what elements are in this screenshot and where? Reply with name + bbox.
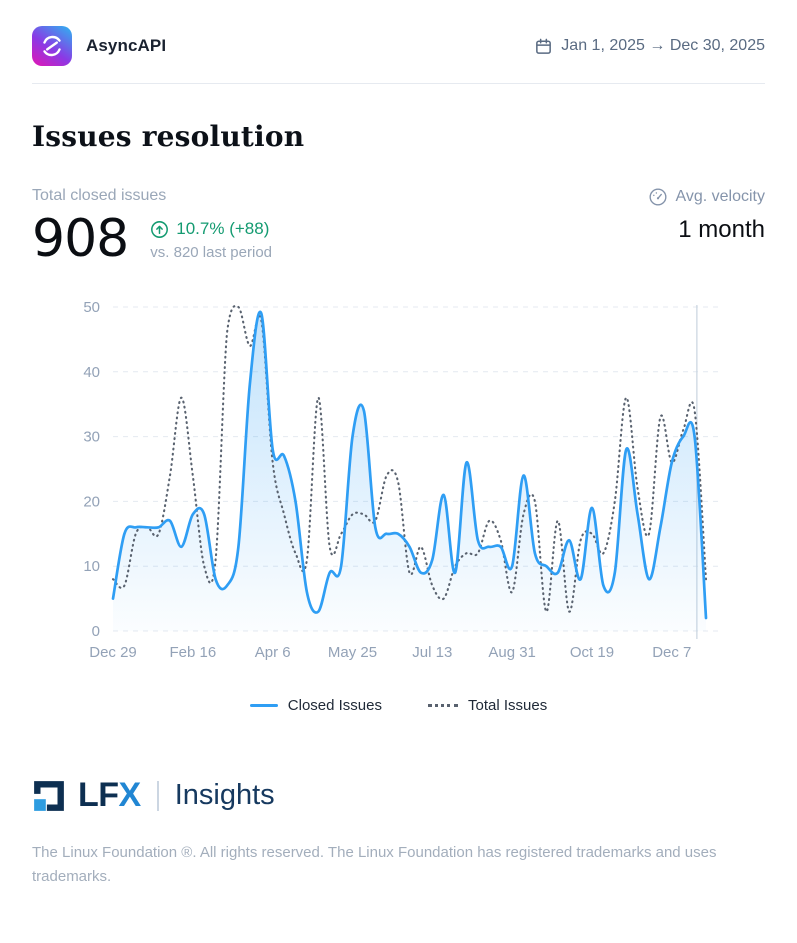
calendar-icon: [536, 38, 552, 54]
avg-velocity-block: Avg. velocity 1 month: [648, 187, 765, 244]
svg-text:0: 0: [92, 623, 100, 640]
total-closed-issues-block: Total closed issues 908 10.7% (+88) vs. …: [32, 187, 272, 265]
svg-text:Feb 16: Feb 16: [169, 644, 216, 661]
page: AsyncAPI Jan 1, 2025 → Dec 30, 2025 Issu…: [32, 0, 765, 889]
chart-legend: Closed Issues Total Issues: [32, 697, 765, 714]
issues-resolution-chart[interactable]: 0 10 20 30 40 50 Dec 29 Feb 16 Apr 6 May 25 Jul 13…: [32, 295, 744, 667]
dotted-line-swatch: [428, 704, 458, 707]
svg-text:Jul 13: Jul 13: [412, 644, 452, 661]
svg-text:50: 50: [83, 299, 100, 316]
lfx-mark-icon: [34, 780, 64, 811]
solid-line-swatch: [249, 704, 278, 707]
comparison-text: vs. 820 last period: [150, 244, 273, 261]
brand-divider: [156, 780, 159, 811]
trend-up-circle-icon: [151, 220, 169, 238]
metric-value: 908: [32, 209, 129, 269]
svg-text:20: 20: [83, 493, 100, 510]
footer: LFX Insights The Linux Foundation ®. All…: [32, 776, 765, 889]
delta-badge: 10.7% (+88): [150, 219, 272, 239]
legend-item-closed-issues[interactable]: Closed Issues: [249, 697, 382, 714]
lfx-insights-logo: LFX Insights: [32, 776, 765, 815]
lfx-wordmark: LFX: [78, 776, 141, 814]
svg-text:Aug 31: Aug 31: [488, 644, 536, 661]
svg-text:Dec 29: Dec 29: [89, 644, 137, 661]
svg-text:30: 30: [83, 429, 100, 446]
delta-text: 10.7% (+88): [176, 219, 270, 238]
svg-text:40: 40: [83, 364, 100, 381]
velocity-label: Avg. velocity: [675, 188, 765, 205]
legend-item-total-issues[interactable]: Total Issues: [428, 697, 547, 714]
insights-wordmark: Insights: [174, 779, 275, 811]
project-name: AsyncAPI: [86, 36, 167, 55]
legend-label-total: Total Issues: [468, 697, 548, 714]
page-title: Issues resolution: [32, 120, 305, 153]
svg-text:Apr 6: Apr 6: [255, 644, 291, 661]
asyncapi-logo-icon: [32, 26, 72, 66]
svg-text:Dec 7: Dec 7: [652, 644, 691, 661]
header: AsyncAPI Jan 1, 2025 → Dec 30, 2025: [32, 0, 765, 84]
date-range-text: Jan 1, 2025 → Dec 30, 2025: [561, 37, 765, 54]
svg-text:10: 10: [83, 558, 100, 575]
issues-chart-wrapper: 0 10 20 30 40 50 Dec 29 Feb 16 Apr 6 May 25 Jul 13…: [32, 295, 765, 714]
svg-text:Oct 19: Oct 19: [570, 644, 614, 661]
date-range-filter[interactable]: Jan 1, 2025 → Dec 30, 2025: [534, 37, 765, 56]
stats-row: Total closed issues 908 10.7% (+88) vs. …: [32, 187, 765, 265]
velocity-value: 1 month: [678, 216, 765, 243]
copyright-text: The Linux Foundation ®. All rights reser…: [32, 844, 717, 885]
legend-label-closed: Closed Issues: [287, 697, 382, 714]
svg-text:May 25: May 25: [328, 644, 377, 661]
project-brand: AsyncAPI: [32, 26, 166, 66]
gauge-icon: [649, 188, 667, 206]
metric-label: Total closed issues: [32, 187, 167, 204]
